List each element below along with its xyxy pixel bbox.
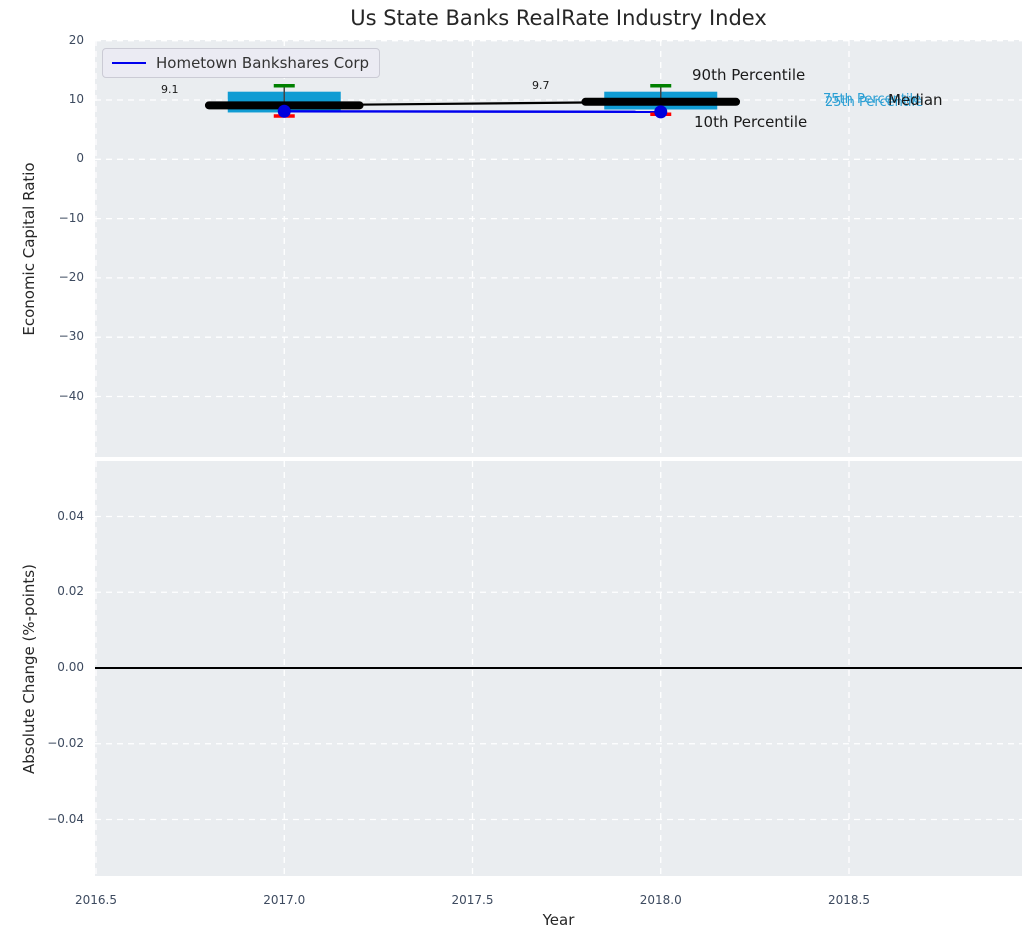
legend-line-swatch-icon xyxy=(112,62,146,64)
y-tick-label-top: −40 xyxy=(38,389,84,403)
x-axis-label: Year xyxy=(95,911,1022,929)
x-tick-label: 2018.0 xyxy=(631,893,691,907)
p90-annotation: 90th Percentile xyxy=(692,66,805,84)
y-tick-label-top: −20 xyxy=(38,270,84,284)
y-tick-label-top: 20 xyxy=(38,33,84,47)
legend: Hometown Bankshares Corp xyxy=(102,48,380,78)
x-tick-label: 2017.0 xyxy=(254,893,314,907)
y-tick-label-bottom: 0.04 xyxy=(38,509,84,523)
median-value-label-2017: 9.1 xyxy=(161,83,179,96)
p10-annotation: 10th Percentile xyxy=(694,113,807,131)
y-tick-label-top: 0 xyxy=(38,151,84,165)
y-axis-label-bottom: Absolute Change (%-points) xyxy=(20,557,38,781)
y-tick-label-top: −10 xyxy=(38,211,84,225)
chart-title: Us State Banks RealRate Industry Index xyxy=(95,6,1022,30)
x-tick-label: 2017.5 xyxy=(443,893,503,907)
y-tick-label-bottom: 0.02 xyxy=(38,584,84,598)
x-tick-label: 2018.5 xyxy=(819,893,879,907)
legend-label: Hometown Bankshares Corp xyxy=(156,54,369,72)
bottom-plot-area xyxy=(95,461,1022,876)
y-tick-label-top: 10 xyxy=(38,92,84,106)
median-annotation: Median xyxy=(888,91,943,109)
median-value-label-2018: 9.7 xyxy=(532,79,550,92)
y-axis-label-top: Economic Capital Ratio xyxy=(20,149,38,349)
y-tick-label-bottom: 0.00 xyxy=(38,660,84,674)
y-tick-label-bottom: −0.02 xyxy=(38,736,84,750)
x-tick-label: 2016.5 xyxy=(66,893,126,907)
y-tick-label-top: −30 xyxy=(38,329,84,343)
y-tick-label-bottom: −0.04 xyxy=(38,812,84,826)
figure-canvas: Us State Banks RealRate Industry Index E… xyxy=(0,0,1034,942)
